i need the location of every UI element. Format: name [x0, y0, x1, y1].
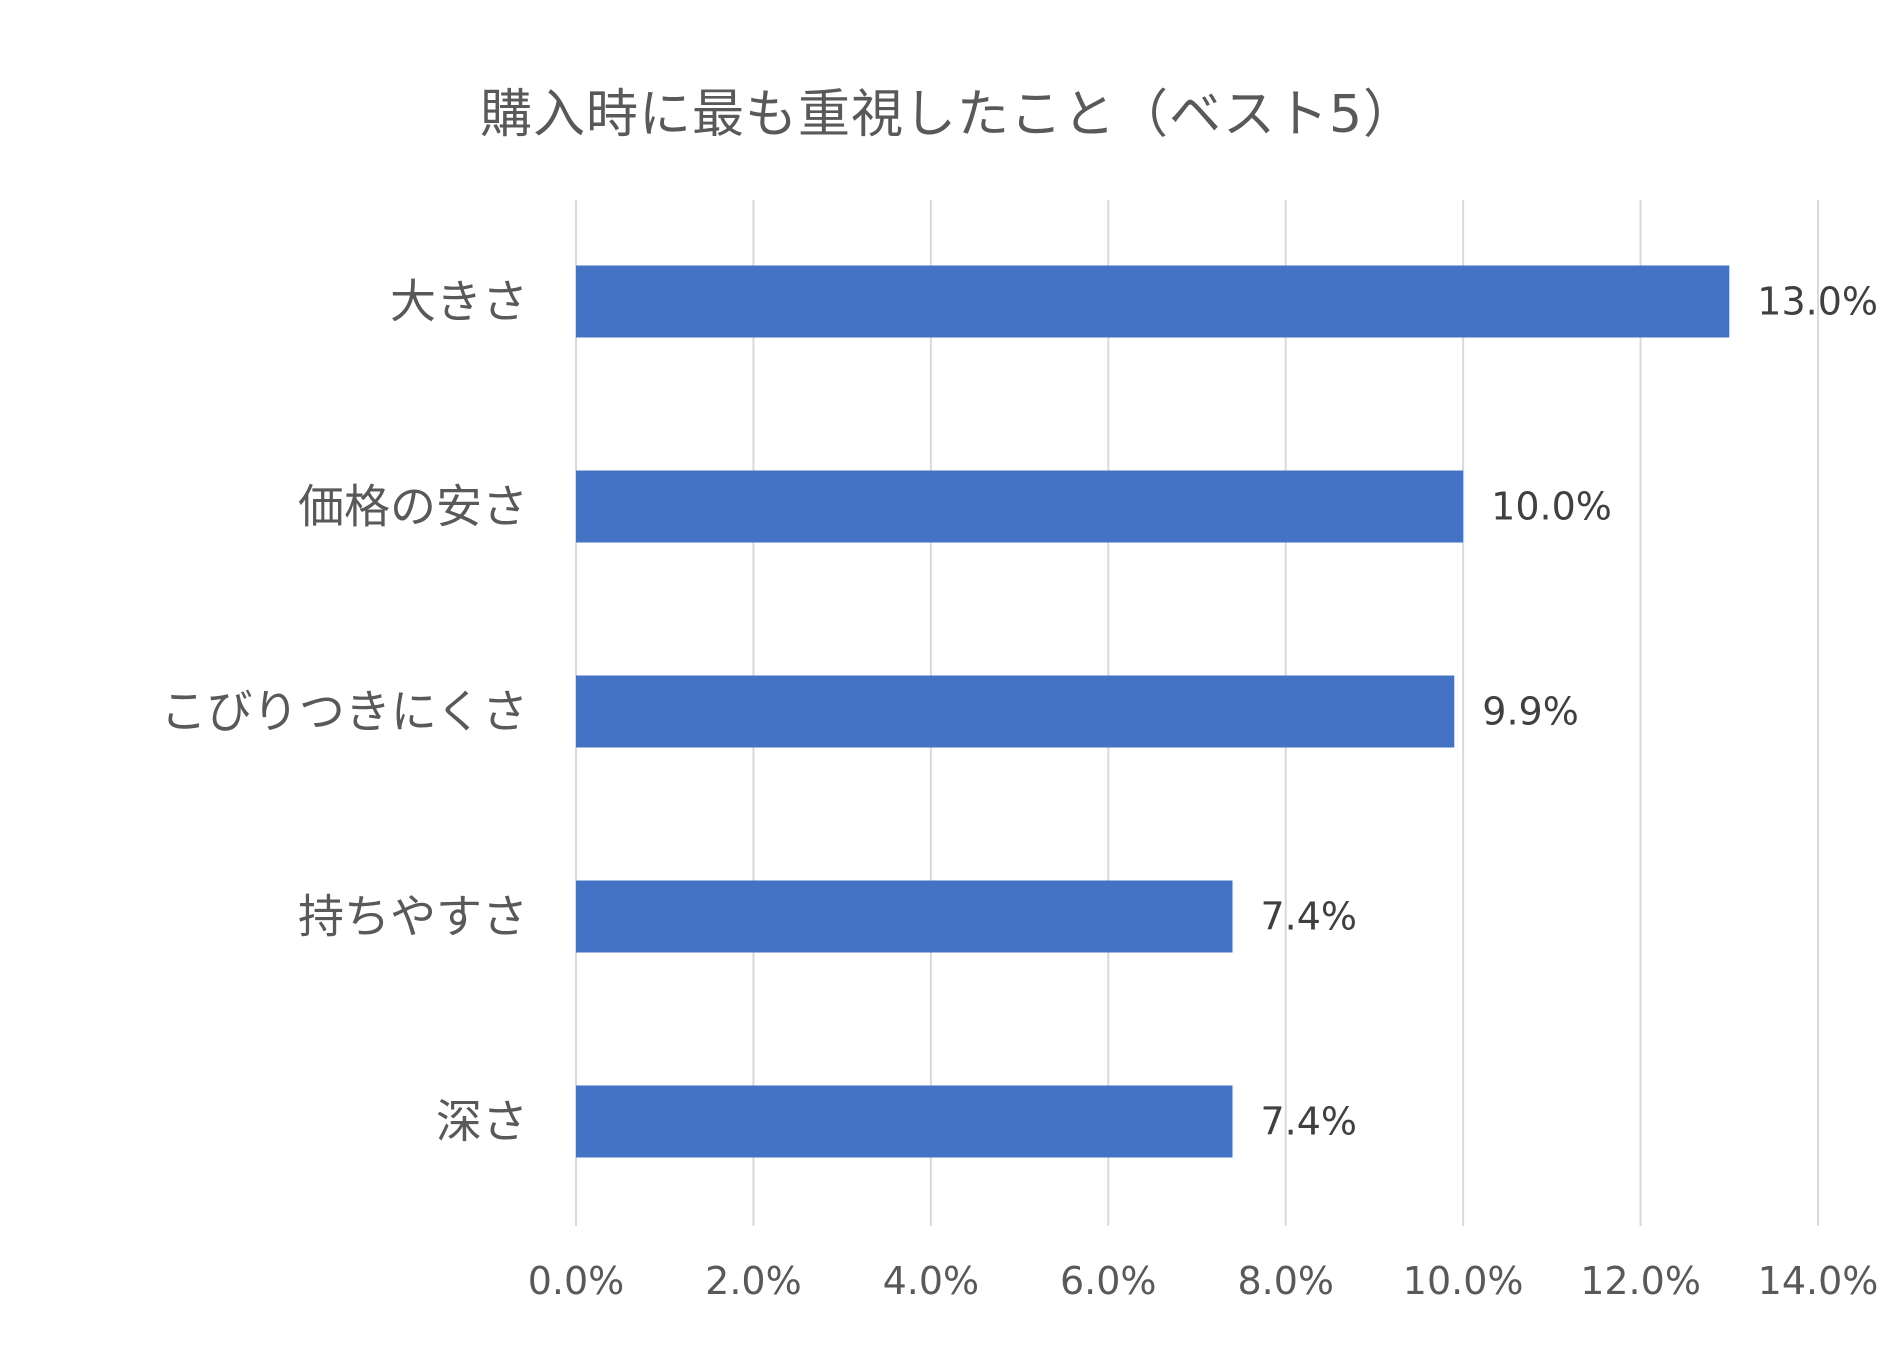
category-label: 価格の安さ	[298, 480, 528, 534]
x-tick-label: 0.0%	[528, 1259, 625, 1303]
data-label: 9.9%	[1482, 690, 1579, 734]
x-tick-label: 8.0%	[1237, 1259, 1334, 1303]
bar	[576, 265, 1730, 338]
bar	[576, 675, 1455, 748]
bar	[576, 1085, 1233, 1158]
data-label: 7.4%	[1260, 1100, 1357, 1144]
data-label: 10.0%	[1491, 485, 1612, 529]
x-tick-label: 14.0%	[1758, 1259, 1879, 1303]
bars	[576, 265, 1730, 1158]
category-label: 持ちやすさ	[298, 890, 528, 944]
category-label: 深さ	[436, 1095, 528, 1149]
x-tick-labels: 0.0% 2.0% 4.0% 6.0% 8.0% 10.0% 12.0% 14.0%	[528, 1259, 1879, 1303]
x-tick-label: 6.0%	[1060, 1259, 1157, 1303]
x-tick-label: 4.0%	[883, 1259, 980, 1303]
data-labels: 13.0% 10.0% 9.9% 7.4% 7.4%	[1260, 280, 1878, 1144]
x-tick-label: 12.0%	[1580, 1259, 1701, 1303]
category-label: こびりつきにくさ	[160, 685, 528, 739]
data-label: 7.4%	[1260, 895, 1357, 939]
bar	[576, 470, 1464, 543]
category-label: 大きさ	[390, 275, 528, 329]
bar	[576, 880, 1233, 953]
chart-title: 購入時に最も重視したこと（ベスト5）	[479, 85, 1417, 145]
x-tick-label: 2.0%	[705, 1259, 802, 1303]
x-tick-label: 10.0%	[1403, 1259, 1524, 1303]
data-label: 13.0%	[1757, 280, 1878, 324]
